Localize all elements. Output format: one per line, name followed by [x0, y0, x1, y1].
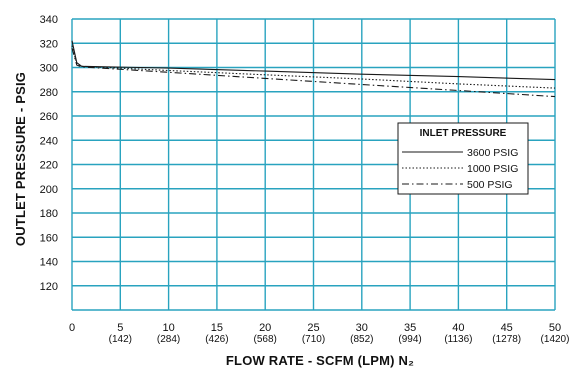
y-tick-label: 220: [40, 160, 58, 172]
legend-label-1: 3600 PSIG: [467, 147, 518, 159]
x-tick-sublabel: (710): [302, 334, 325, 345]
y-tick-label: 260: [40, 111, 58, 123]
x-tick-label: 15: [211, 322, 223, 334]
x-tick-sublabel: (426): [205, 334, 228, 345]
legend-label-2: 1000 PSIG: [467, 163, 518, 175]
y-tick-label: 300: [40, 63, 58, 75]
legend-label-3: 500 PSIG: [467, 179, 513, 191]
grid: [71, 18, 556, 311]
y-tick-labels: 120 140 160 180 200 220 240 260 280 300 320 340: [40, 14, 58, 293]
y-tick-label: 280: [40, 87, 58, 99]
x-tick-label: 5: [117, 322, 123, 334]
x-tick-sublabel: (284): [157, 334, 180, 345]
y-tick-label: 140: [40, 257, 58, 269]
series-lines: [71, 40, 556, 98]
x-tick-label: 45: [501, 322, 513, 334]
x-tick-sublabel: (142): [109, 334, 132, 345]
x-tick-label: 50: [549, 322, 561, 334]
x-tick-sublabel: (568): [254, 334, 277, 345]
x-tick-sublabel: (1420): [541, 334, 570, 345]
y-tick-label: 340: [40, 14, 58, 26]
x-tick-sublabel: (852): [350, 334, 373, 345]
y-tick-label: 120: [40, 281, 58, 293]
y-tick-label: 320: [40, 38, 58, 50]
y-tick-label: 200: [40, 184, 58, 196]
legend-box: [397, 122, 529, 195]
x-tick-sublabel: (1136): [444, 334, 472, 345]
series-line-1: [71, 40, 556, 81]
x-tick-label: 10: [162, 322, 174, 334]
series-line-2: [71, 45, 556, 89]
x-tick-label: 30: [356, 322, 368, 334]
x-tick-label: 25: [307, 322, 319, 334]
legend-title: INLET PRESSURE: [420, 128, 507, 139]
x-tick-label: 0: [69, 322, 75, 334]
series-line-3: [71, 47, 556, 98]
y-tick-label: 240: [40, 135, 58, 147]
x-tick-sublabel: (1278): [492, 334, 521, 345]
legend: INLET PRESSURE 3600 PSIG 1000 PSIG 500 PSI…: [397, 122, 529, 195]
x-tick-label: 35: [404, 322, 416, 334]
x-axis-title: FLOW RATE - SCFM (LPM) N₂: [226, 353, 414, 368]
y-tick-label: 180: [40, 208, 58, 220]
x-tick-label: 40: [452, 322, 464, 334]
x-tick-label: 20: [259, 322, 271, 334]
x-tick-sublabel: (994): [398, 334, 421, 345]
x-tick-labels: 0 5(142) 10(284) 15(426) 20(568) 25(710) 30(85…: [69, 322, 570, 345]
y-axis-title: OUTLET PRESSURE - PSIG: [13, 72, 28, 246]
y-tick-label: 160: [40, 232, 58, 244]
